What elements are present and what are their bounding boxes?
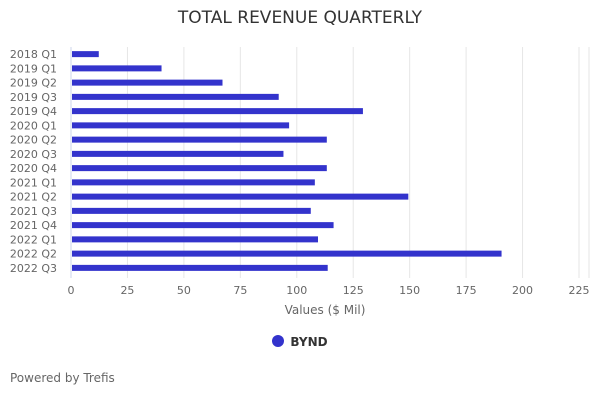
x-tick-label: 175	[456, 284, 477, 297]
bar	[72, 207, 311, 214]
bar	[72, 108, 363, 115]
x-axis-label: Values ($ Mil)	[284, 303, 366, 317]
bar	[72, 165, 327, 172]
y-tick-label: 2021 Q1	[10, 176, 57, 189]
x-tick-label: 200	[512, 284, 533, 297]
bar	[72, 236, 319, 243]
bar	[72, 93, 279, 100]
bar	[72, 250, 502, 257]
y-tick-label: 2021 Q4	[10, 219, 57, 232]
credit-text: Powered by Trefis	[10, 371, 115, 385]
bar	[72, 65, 162, 72]
legend-marker	[272, 335, 285, 347]
x-tick-label: 0	[68, 284, 75, 297]
y-tick-label: 2018 Q1	[10, 48, 57, 61]
bar	[72, 150, 284, 157]
x-tick-label: 100	[286, 284, 307, 297]
bar	[72, 122, 290, 129]
y-tick-label: 2020 Q1	[10, 119, 57, 132]
y-tick-label: 2020 Q2	[10, 134, 57, 147]
y-tick-label: 2021 Q2	[10, 191, 57, 204]
bar	[72, 136, 327, 143]
y-tick-label: 2019 Q3	[10, 91, 57, 104]
bar	[72, 79, 223, 86]
y-tick-label: 2020 Q3	[10, 148, 57, 161]
y-tick-label: 2019 Q4	[10, 105, 57, 118]
y-tick-label: 2019 Q1	[10, 62, 57, 75]
bar	[72, 264, 328, 271]
x-tick-label: 25	[120, 284, 134, 297]
x-tick-label: 225	[569, 284, 590, 297]
x-tick-label: 125	[343, 284, 364, 297]
legend[interactable]: BYND	[0, 335, 600, 349]
legend-label: BYND	[290, 335, 328, 349]
bar	[72, 51, 99, 58]
x-tick-label: 75	[233, 284, 247, 297]
bar	[72, 179, 315, 186]
bar	[72, 193, 409, 200]
y-tick-label: 2021 Q3	[10, 205, 57, 218]
x-tick-label: 50	[177, 284, 191, 297]
y-tick-label: 2022 Q2	[10, 248, 57, 261]
y-tick-label: 2019 Q2	[10, 77, 57, 90]
y-tick-label: 2022 Q3	[10, 262, 57, 275]
y-tick-label: 2022 Q1	[10, 233, 57, 246]
x-tick-label: 150	[399, 284, 420, 297]
bar	[72, 222, 334, 229]
y-tick-label: 2020 Q4	[10, 162, 57, 175]
chart-title: TOTAL REVENUE QUARTERLY	[177, 8, 423, 28]
